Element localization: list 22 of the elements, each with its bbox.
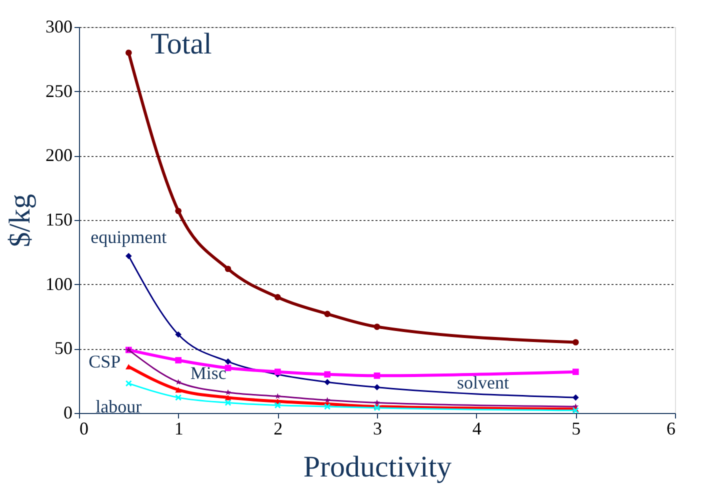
y-tick-label: 0 xyxy=(64,402,72,422)
series-label: Misc xyxy=(190,363,226,384)
y-tick-label: 50 xyxy=(54,338,72,358)
x-tick-label: 6 xyxy=(666,418,676,438)
y-tick-label: 150 xyxy=(46,210,72,230)
x-tick-label: 2 xyxy=(274,418,283,438)
x-tick-label: 0 xyxy=(80,418,88,438)
x-tick-label: 4 xyxy=(472,418,482,438)
x-tick-label: 1 xyxy=(174,418,184,438)
y-tick-label: 250 xyxy=(46,80,72,101)
series-label: labour xyxy=(96,396,142,416)
x-tick-label: 3 xyxy=(373,418,382,438)
y-tick-label: 300 xyxy=(46,16,72,36)
series-label: Total xyxy=(150,28,212,61)
series-label: CSP xyxy=(88,352,121,372)
x-axis-title: Productivity xyxy=(303,450,452,484)
y-tick-label: 100 xyxy=(46,274,72,294)
y-axis-title: $/kg xyxy=(4,194,36,248)
x-tick-label: 5 xyxy=(572,418,581,438)
y-tick-label: 200 xyxy=(46,145,72,166)
series-label: equipment xyxy=(90,227,167,248)
series-label: solvent xyxy=(457,372,509,393)
